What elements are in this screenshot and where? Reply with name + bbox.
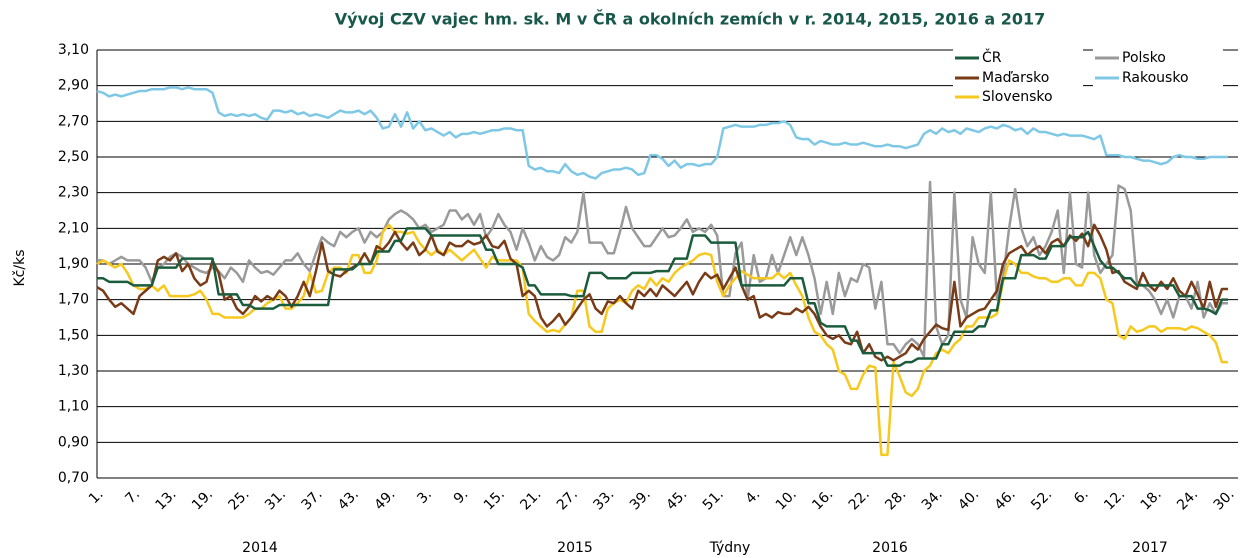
- x-tick-label: 45.: [663, 486, 690, 513]
- year-label: 2014: [242, 540, 278, 556]
- y-tick-label: 2,30: [58, 185, 89, 201]
- legend-bg: [953, 88, 1083, 106]
- x-tick-label: 4.: [743, 486, 764, 507]
- y-tick-label: 1,30: [58, 363, 89, 379]
- series-line: [96, 86, 1228, 180]
- legend-label: ČR: [982, 48, 1002, 66]
- series-line: [96, 223, 1228, 457]
- y-tick-label: 1,90: [58, 256, 89, 272]
- x-tick-label: 19.: [189, 486, 216, 513]
- x-axis-label: Týdny: [709, 540, 751, 556]
- x-tick-label: 37.: [299, 486, 326, 513]
- y-tick-label: 2,50: [58, 149, 89, 165]
- y-tick-label: 0,90: [58, 434, 89, 450]
- legend-bg: [1093, 69, 1223, 87]
- y-tick-label: 1,10: [58, 399, 89, 415]
- x-tick-label: 28.: [882, 486, 909, 513]
- x-tick-label: 39.: [627, 486, 654, 513]
- x-tick-label: 49.: [371, 486, 398, 513]
- x-tick-label: 22.: [846, 486, 873, 513]
- series-line: [97, 180, 1228, 358]
- legend-label: Slovensko: [982, 89, 1053, 105]
- y-tick-label: 2,70: [58, 113, 89, 129]
- x-tick-label: 31.: [262, 486, 289, 513]
- y-tick-label: 3,10: [58, 42, 89, 58]
- x-tick-label: 25.: [226, 486, 253, 513]
- y-tick-label: 2,90: [58, 78, 89, 94]
- x-tick-label: 15.: [481, 486, 508, 513]
- y-tick-label: 2,10: [58, 220, 89, 236]
- x-tick-label: 51.: [700, 486, 727, 513]
- y-tick-label: 0,70: [58, 470, 89, 486]
- y-tick-label: 1,50: [58, 327, 89, 343]
- legend-bg: [953, 49, 1083, 67]
- legend-label: Polsko: [1122, 50, 1166, 66]
- x-tick-label: 43.: [335, 486, 362, 513]
- x-tick-label: 46.: [992, 486, 1019, 513]
- x-tick-label: 7.: [122, 486, 143, 507]
- y-tick-label: 1,70: [58, 292, 89, 308]
- x-tick-label: 16.: [809, 486, 836, 513]
- x-tick-label: 27.: [554, 486, 581, 513]
- chart-title: Vývoj CZV vajec hm. sk. M v ČR a okolníc…: [335, 10, 1046, 29]
- x-tick-label: 3.: [414, 486, 435, 507]
- x-tick-label: 13.: [153, 486, 180, 513]
- x-tick-label: 21.: [517, 486, 544, 513]
- legend-bg: [1093, 49, 1223, 67]
- y-axis-label: Kč/ks: [12, 250, 28, 287]
- legend-label: Rakousko: [1122, 70, 1189, 86]
- x-tick-label: 12.: [1101, 486, 1128, 513]
- x-tick-label: 18.: [1138, 486, 1165, 513]
- legend-label: Maďarsko: [982, 70, 1049, 86]
- legend-bg: [953, 69, 1083, 87]
- x-tick-label: 52.: [1028, 486, 1055, 513]
- series-line: [97, 227, 1228, 367]
- x-tick-label: 33.: [590, 486, 617, 513]
- x-tick-label: 9.: [451, 486, 472, 507]
- x-tick-label: 40.: [955, 486, 982, 513]
- year-label: 2016: [872, 540, 908, 556]
- series-line: [96, 223, 1228, 362]
- year-label: 2017: [1132, 540, 1168, 556]
- x-tick-label: 6.: [1071, 486, 1092, 507]
- year-label: 2015: [557, 540, 593, 556]
- x-tick-label: 24.: [1174, 486, 1201, 513]
- x-tick-label: 30.: [1211, 486, 1238, 513]
- x-tick-label: 34.: [919, 486, 946, 513]
- legend: Rakousko Polsko Slovensko Maďarsko ČR: [953, 48, 1223, 106]
- x-tick-label: 1.: [86, 486, 107, 507]
- x-tick-label: 10.: [773, 486, 800, 513]
